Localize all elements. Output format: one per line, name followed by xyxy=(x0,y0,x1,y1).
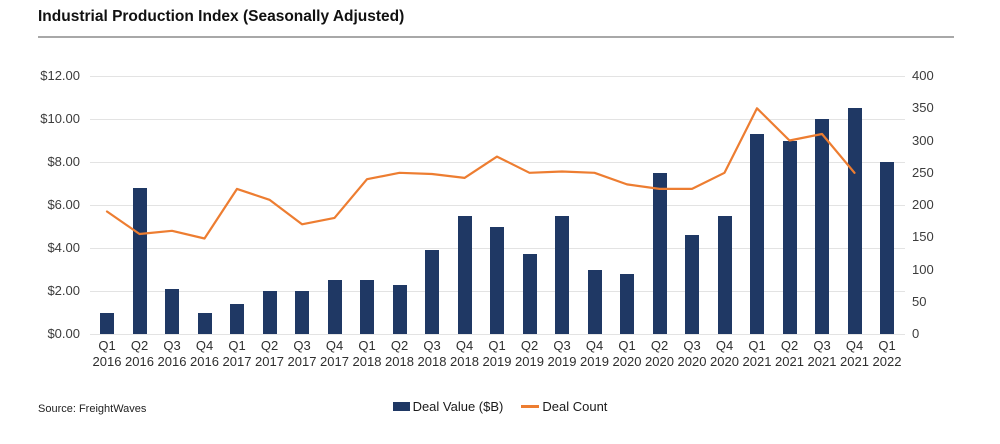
legend: Deal Value ($B) Deal Count xyxy=(0,399,1000,414)
bar-q1-2022 xyxy=(880,162,894,334)
left-axis-tick: $0.00 xyxy=(47,326,80,341)
left-axis-tick: $12.00 xyxy=(40,68,80,83)
bar-q4-2016 xyxy=(197,312,212,334)
left-axis-tick: $4.00 xyxy=(47,240,80,255)
left-axis-tick: $8.00 xyxy=(47,154,80,169)
right-axis-tick: 250 xyxy=(912,164,934,180)
x-axis-label: Q2 2016 xyxy=(125,338,154,369)
x-axis-label: Q1 2021 xyxy=(742,338,772,369)
bar-q1-2019 xyxy=(490,226,504,334)
right-axis-tick: 0 xyxy=(912,326,920,341)
bar-q2-2018 xyxy=(392,284,407,334)
gridline xyxy=(90,118,905,120)
right-axis-tick: 50 xyxy=(912,293,927,309)
left-axis-tick: $10.00 xyxy=(40,111,80,126)
bar-q3-2018 xyxy=(425,250,439,334)
bar-q2-2016 xyxy=(132,187,147,334)
x-axis-label: Q2 2020 xyxy=(645,338,674,369)
x-axis-label: Q2 2017 xyxy=(255,338,284,369)
chart-title: Industrial Production Index (Seasonally … xyxy=(38,8,405,25)
x-axis-label: Q2 2019 xyxy=(515,338,544,369)
bar-q3-2021 xyxy=(815,119,829,334)
bar-q2-2019 xyxy=(522,254,537,334)
x-axis-label: Q1 2016 xyxy=(92,338,122,369)
x-axis-label: Q4 2018 xyxy=(450,338,479,369)
x-axis-label: Q1 2019 xyxy=(482,338,512,369)
right-axis-tick: 200 xyxy=(912,197,934,212)
right-axis-tick: 150 xyxy=(912,229,934,245)
legend-label-deal-value: Deal Value ($B) xyxy=(412,399,504,414)
bar-q3-2020 xyxy=(685,235,699,334)
x-axis-label: Q3 2020 xyxy=(677,338,707,369)
bar-q1-2016 xyxy=(100,312,114,334)
x-axis-label: Q4 2019 xyxy=(580,338,609,369)
right-axis-tick: 400 xyxy=(912,68,934,83)
bar-q4-2021 xyxy=(847,108,862,334)
bar-q3-2019 xyxy=(555,215,569,334)
x-axis-label: Q1 2017 xyxy=(222,338,252,369)
legend-label-deal-count: Deal Count xyxy=(542,399,608,414)
legend-item-deal-value: Deal Value ($B) xyxy=(392,399,504,414)
left-axis-tick: $6.00 xyxy=(47,197,80,212)
bar-q3-2017 xyxy=(295,291,309,334)
x-axis-label: Q1 2022 xyxy=(872,338,902,369)
bar-q2-2021 xyxy=(782,140,797,334)
x-axis-label: Q3 2019 xyxy=(547,338,577,369)
title-underline xyxy=(38,36,954,38)
bar-q4-2018 xyxy=(457,215,472,334)
bar-q1-2018 xyxy=(360,280,374,334)
bar-q4-2020 xyxy=(717,215,732,334)
bar-q2-2017 xyxy=(262,291,277,334)
x-axis-label: Q4 2020 xyxy=(710,338,739,369)
gridline xyxy=(90,333,905,335)
bar-q1-2017 xyxy=(230,303,244,334)
bar-q1-2020 xyxy=(620,273,634,334)
legend-item-deal-count: Deal Count xyxy=(521,399,607,414)
bar-q1-2021 xyxy=(750,134,764,334)
bar-q4-2017 xyxy=(327,280,342,334)
right-axis-tick: 100 xyxy=(912,261,934,277)
bar-q4-2019 xyxy=(587,269,602,334)
bar-q2-2020 xyxy=(652,172,667,334)
x-axis-label: Q1 2018 xyxy=(352,338,382,369)
gridline xyxy=(90,204,905,206)
x-axis-label: Q3 2021 xyxy=(807,338,837,369)
x-axis-label: Q4 2017 xyxy=(320,338,349,369)
x-axis-label: Q1 2020 xyxy=(612,338,642,369)
line-swatch-icon xyxy=(521,405,540,408)
right-axis-tick: 300 xyxy=(912,132,934,148)
source-label: Source: FreightWaves xyxy=(38,403,147,415)
x-axis-label: Q2 2018 xyxy=(385,338,414,369)
plot-area xyxy=(90,75,905,335)
gridline xyxy=(90,75,905,77)
x-axis-label: Q3 2018 xyxy=(417,338,447,369)
bar-q3-2016 xyxy=(165,288,179,334)
x-axis-label: Q3 2016 xyxy=(157,338,187,369)
x-axis-label: Q4 2021 xyxy=(840,338,869,369)
x-axis-label: Q4 2016 xyxy=(190,338,219,369)
right-axis-tick: 350 xyxy=(912,100,934,116)
bar-swatch-icon xyxy=(392,402,410,411)
deal-count-line xyxy=(105,107,856,240)
x-axis-label: Q3 2017 xyxy=(287,338,317,369)
gridline xyxy=(90,161,905,163)
x-axis-label: Q2 2021 xyxy=(775,338,804,369)
left-axis-tick: $2.00 xyxy=(47,283,80,298)
